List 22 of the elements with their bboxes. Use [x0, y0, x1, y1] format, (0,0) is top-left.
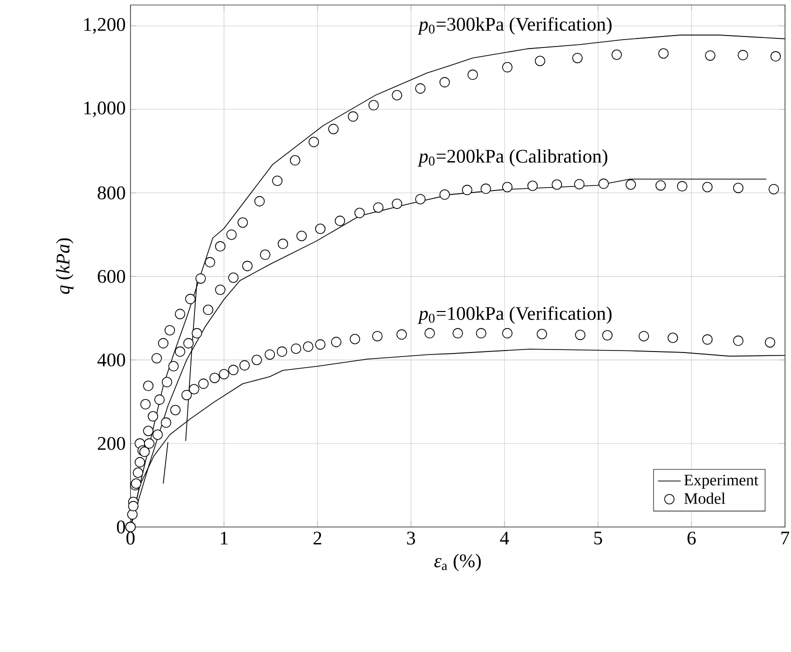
y-tick-label: 0 — [116, 520, 126, 534]
annotation: p$_{0}$=200kPa (Calibration) — [418, 149, 608, 167]
x-tick-label: 4 — [500, 532, 510, 544]
x-tick-label: 5 — [594, 532, 602, 544]
y-tick-label: 200 — [98, 436, 126, 450]
x-tick-label: 0 — [126, 532, 135, 545]
y-tick-label: 400 — [97, 353, 126, 366]
x-tick-label: 1 — [220, 532, 228, 544]
x-tick-label: 6 — [688, 532, 696, 545]
legend-label: Model — [684, 492, 726, 504]
annotation: p$_{0}$=300kPa (Verification) — [418, 17, 612, 35]
y-axis-title: q (kPa) — [56, 238, 74, 294]
y-tick-label: 600 — [98, 270, 126, 283]
y-tick-label: 1,200 — [84, 18, 126, 34]
y-tick-label: 1,000 — [84, 102, 126, 118]
x-tick-label: 2 — [314, 532, 322, 544]
x-tick-label: 7 — [781, 532, 790, 544]
y-tick-label: 800 — [98, 186, 126, 200]
x-axis-title: ε$_{a}$ (%) — [434, 554, 481, 572]
x-tick-label: 3 — [407, 532, 416, 545]
annotation: p$_{0}$=100kPa (Verification) — [418, 306, 612, 324]
legend-label: Experiment — [684, 474, 758, 489]
